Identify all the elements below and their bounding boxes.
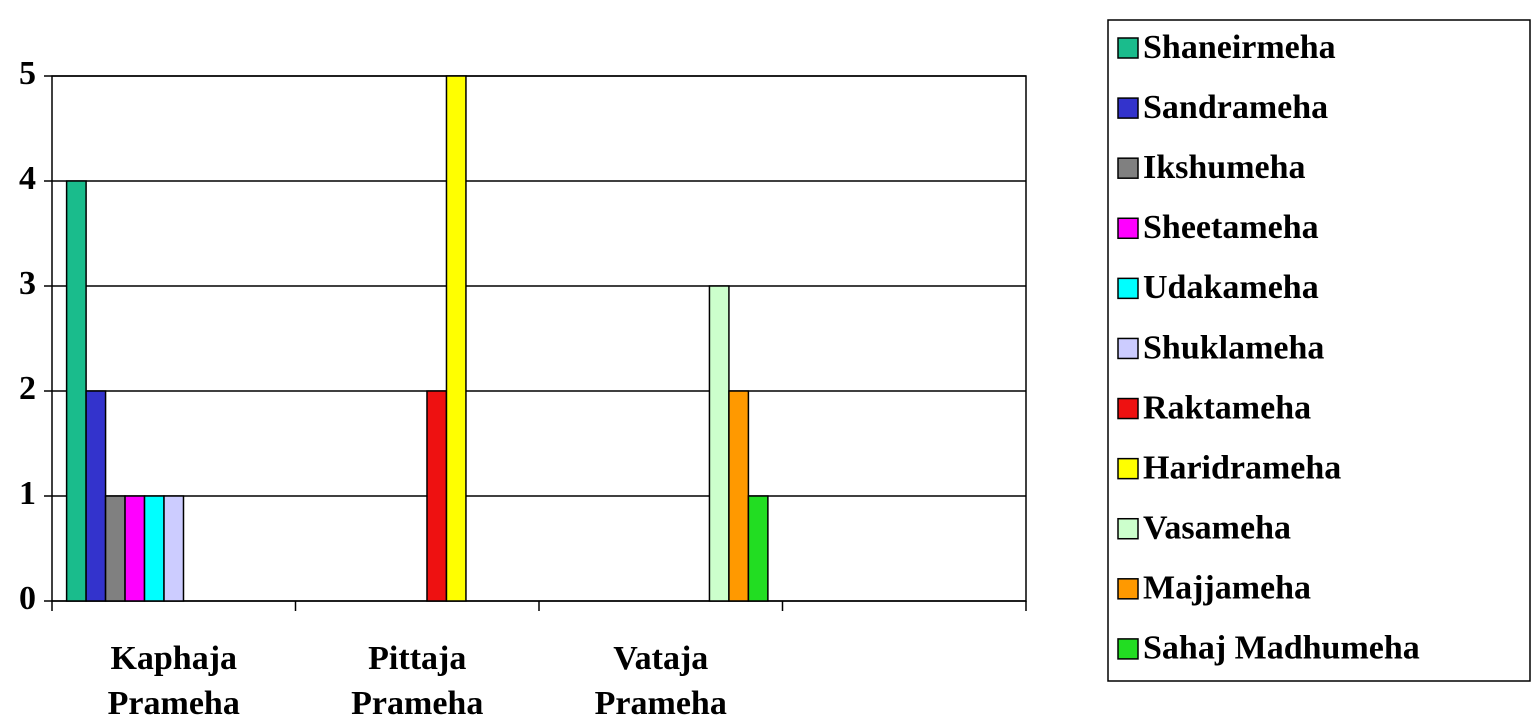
legend-label: Raktameha (1143, 389, 1311, 426)
x-tick-label: Vataja Prameha (594, 640, 727, 722)
bar (65, 180, 87, 602)
bar (708, 285, 730, 602)
legend-swatch (1117, 397, 1139, 420)
legend-swatch (1117, 217, 1139, 240)
legend-label: Sandrameha (1143, 89, 1328, 126)
legend-label: Sahaj Madhumeha (1143, 630, 1420, 667)
legend-label: Ikshumeha (1143, 149, 1306, 186)
legend-swatch (1117, 578, 1139, 600)
bar (124, 495, 146, 602)
y-tick-label: 4 (19, 160, 36, 197)
x-tick-label: Pittaja Prameha (351, 640, 484, 722)
bar (163, 495, 185, 602)
bar (104, 495, 126, 602)
y-tick-label: 2 (19, 370, 36, 407)
legend-label: Sheetameha (1143, 209, 1319, 246)
legend-label: Vasameha (1143, 510, 1291, 547)
legend-swatch (1117, 517, 1139, 540)
bar (728, 390, 750, 602)
legend-label: Shaneirmeha (1143, 29, 1336, 66)
y-tick-label: 3 (19, 265, 36, 302)
legend-swatch (1117, 337, 1139, 360)
legend-swatch (1117, 638, 1139, 660)
plot-area (51, 75, 1027, 602)
y-tick-label: 1 (19, 475, 36, 512)
legend-swatch (1117, 277, 1139, 300)
bar (85, 390, 107, 602)
bar (445, 75, 467, 602)
y-tick-label: 5 (19, 55, 36, 92)
x-tick-label: Kaphaja Prameha (107, 640, 240, 722)
legend-label: Udakameha (1143, 269, 1319, 306)
legend-swatch (1117, 37, 1139, 59)
legend-swatch (1117, 97, 1139, 119)
bar (426, 390, 448, 602)
legend-box (1107, 19, 1531, 682)
legend-swatch (1117, 157, 1139, 179)
y-tick-label: 0 (19, 580, 36, 617)
legend-label: Majjameha (1143, 570, 1311, 607)
bar (143, 495, 165, 602)
legend-label: Haridrameha (1143, 449, 1341, 486)
legend-label: Shuklameha (1143, 329, 1324, 366)
legend-swatch (1117, 457, 1139, 480)
bar (747, 495, 769, 602)
